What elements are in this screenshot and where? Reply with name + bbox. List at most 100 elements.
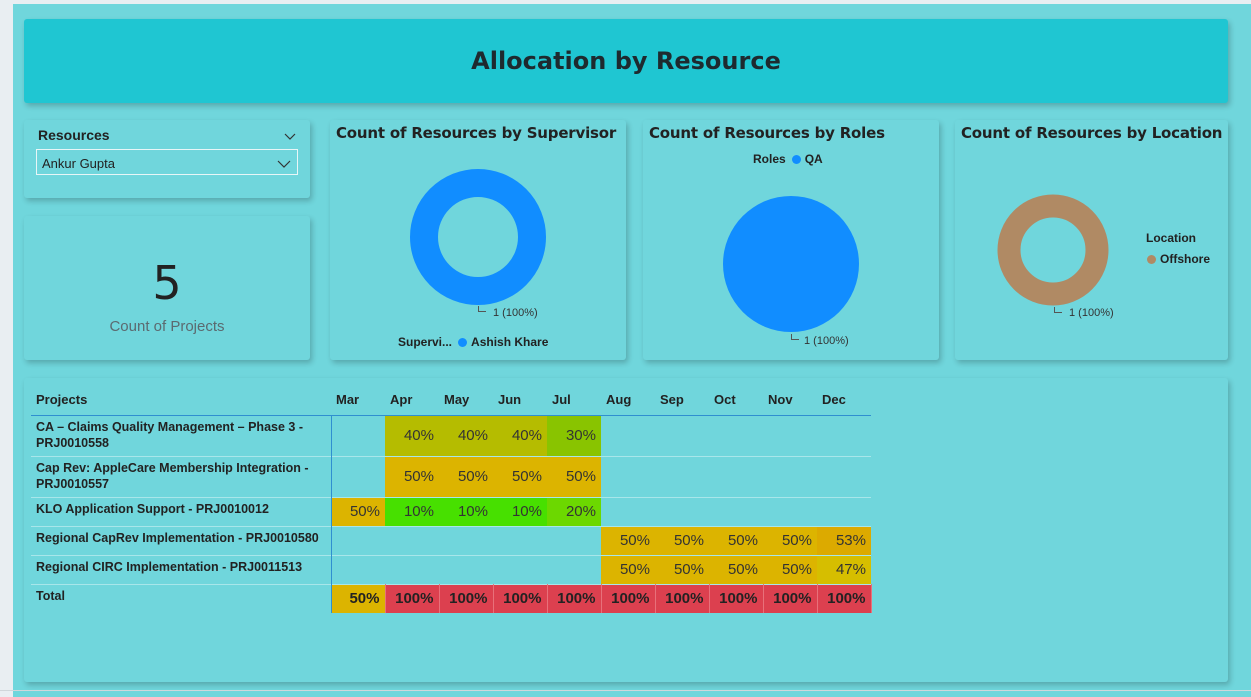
report-header: Allocation by Resource: [24, 19, 1228, 103]
allocation-cell[interactable]: 50%: [331, 496, 385, 526]
allocation-cell[interactable]: 100%: [709, 583, 764, 613]
project-name[interactable]: Regional CapRev Implementation - PRJ0010…: [31, 525, 332, 555]
allocation-cell[interactable]: 40%: [385, 414, 439, 456]
allocation-cell[interactable]: 50%: [493, 455, 547, 497]
column-header-month[interactable]: Jun: [493, 384, 547, 416]
allocation-cell[interactable]: 50%: [547, 455, 601, 497]
allocation-cell[interactable]: 100%: [385, 583, 440, 613]
supervisor-chart[interactable]: Count of Resources by Supervisor 1 (100%…: [330, 120, 626, 360]
allocation-cell[interactable]: [763, 455, 817, 497]
allocation-cell[interactable]: 50%: [709, 554, 763, 584]
allocation-cell[interactable]: 50%: [331, 583, 386, 613]
allocation-cell[interactable]: 50%: [709, 525, 763, 555]
allocation-cell[interactable]: 50%: [763, 554, 817, 584]
allocation-cell[interactable]: [331, 554, 385, 584]
column-header-month[interactable]: Mar: [331, 384, 385, 416]
allocation-cell[interactable]: 100%: [547, 583, 602, 613]
allocation-cell[interactable]: [547, 525, 601, 555]
allocation-cell[interactable]: 47%: [817, 554, 871, 584]
project-name[interactable]: Cap Rev: AppleCare Membership Integratio…: [31, 455, 332, 497]
kpi-value: 5: [152, 256, 182, 310]
allocation-cell[interactable]: 10%: [439, 496, 493, 526]
supervisor-donut-svg: [410, 169, 546, 305]
allocation-cell[interactable]: 50%: [385, 455, 439, 497]
project-name[interactable]: CA – Claims Quality Management – Phase 3…: [31, 414, 332, 456]
allocation-cell[interactable]: 10%: [493, 496, 547, 526]
allocation-cell[interactable]: [385, 554, 439, 584]
column-header-month[interactable]: Oct: [709, 384, 763, 416]
allocation-cell[interactable]: [331, 455, 385, 497]
allocation-cell[interactable]: [493, 525, 547, 555]
legend: Roles QA: [753, 152, 823, 166]
chart-title: Count of Resources by Roles: [649, 124, 885, 142]
allocation-cell[interactable]: 50%: [601, 525, 655, 555]
roles-pie-svg: [723, 196, 859, 332]
legend-dot-icon: [458, 337, 468, 347]
allocation-cell[interactable]: 50%: [601, 554, 655, 584]
allocation-cell[interactable]: [817, 414, 871, 456]
allocation-cell[interactable]: [655, 455, 709, 497]
allocation-cell[interactable]: [331, 525, 385, 555]
column-header-month[interactable]: Dec: [817, 384, 871, 416]
roles-chart[interactable]: Count of Resources by Roles Roles QA 1 (…: [643, 120, 939, 360]
allocation-cell[interactable]: [709, 496, 763, 526]
allocation-cell[interactable]: [601, 496, 655, 526]
column-header-month[interactable]: Nov: [763, 384, 817, 416]
column-header-month[interactable]: Sep: [655, 384, 709, 416]
allocation-cell[interactable]: [763, 496, 817, 526]
total-label[interactable]: Total: [31, 583, 332, 613]
allocation-cell[interactable]: [763, 414, 817, 456]
allocation-cell[interactable]: [385, 525, 439, 555]
allocation-cell[interactable]: [655, 496, 709, 526]
allocation-cell[interactable]: 53%: [817, 525, 871, 555]
pie-slice-qa[interactable]: [723, 196, 859, 332]
donut-slice-ashish-khare[interactable]: [410, 169, 546, 305]
legend-item-qa[interactable]: QA: [804, 152, 823, 166]
allocation-cell[interactable]: [709, 455, 763, 497]
column-header-month[interactable]: Jul: [547, 384, 601, 416]
donut-slice-offshore[interactable]: [997, 194, 1109, 306]
allocation-cell[interactable]: [547, 554, 601, 584]
allocation-cell[interactable]: 50%: [763, 525, 817, 555]
allocation-cell[interactable]: 50%: [655, 554, 709, 584]
allocation-cell[interactable]: 100%: [493, 583, 548, 613]
allocation-cell[interactable]: 50%: [439, 455, 493, 497]
allocation-cell[interactable]: [493, 554, 547, 584]
allocation-cell[interactable]: [601, 414, 655, 456]
allocation-cell[interactable]: 30%: [547, 414, 601, 456]
column-header-month[interactable]: Aug: [601, 384, 655, 416]
allocation-cell[interactable]: [601, 455, 655, 497]
legend: Offshore: [1141, 252, 1210, 266]
allocation-cell[interactable]: [439, 554, 493, 584]
allocation-cell[interactable]: 100%: [655, 583, 710, 613]
table-row: Regional CapRev Implementation - PRJ0010…: [31, 525, 871, 555]
allocation-cell[interactable]: 20%: [547, 496, 601, 526]
allocation-cell[interactable]: [709, 414, 763, 456]
allocation-cell[interactable]: 100%: [601, 583, 656, 613]
resources-dropdown[interactable]: Ankur Gupta: [36, 149, 298, 175]
allocation-cell[interactable]: [331, 414, 385, 456]
legend-item-offshore[interactable]: Offshore: [1160, 252, 1211, 266]
allocation-cell[interactable]: 40%: [439, 414, 493, 456]
allocation-cell[interactable]: [817, 455, 871, 497]
allocation-cell[interactable]: 50%: [655, 525, 709, 555]
project-name[interactable]: KLO Application Support - PRJ0010012: [31, 496, 332, 526]
allocation-cell[interactable]: 100%: [763, 583, 818, 613]
table-row: Regional CIRC Implementation - PRJ001151…: [31, 554, 871, 584]
column-header-month[interactable]: Apr: [385, 384, 439, 416]
column-header-month[interactable]: May: [439, 384, 493, 416]
kpi-card: 5 Count of Projects: [24, 216, 310, 360]
allocation-cell[interactable]: 10%: [385, 496, 439, 526]
allocation-cell[interactable]: [817, 496, 871, 526]
allocation-cell[interactable]: [439, 525, 493, 555]
allocation-cell[interactable]: 100%: [439, 583, 494, 613]
project-name[interactable]: Regional CIRC Implementation - PRJ001151…: [31, 554, 332, 584]
allocation-cell[interactable]: [655, 414, 709, 456]
allocation-cell[interactable]: 40%: [493, 414, 547, 456]
chevron-down-icon[interactable]: [277, 156, 291, 174]
column-header-projects[interactable]: Projects: [31, 384, 331, 416]
location-chart[interactable]: Count of Resources by Location 1 (100%) …: [955, 120, 1228, 360]
legend-item-ashish-khare[interactable]: Ashish Khare: [471, 335, 549, 349]
chevron-down-icon[interactable]: [284, 128, 296, 146]
allocation-cell[interactable]: 100%: [817, 583, 872, 613]
